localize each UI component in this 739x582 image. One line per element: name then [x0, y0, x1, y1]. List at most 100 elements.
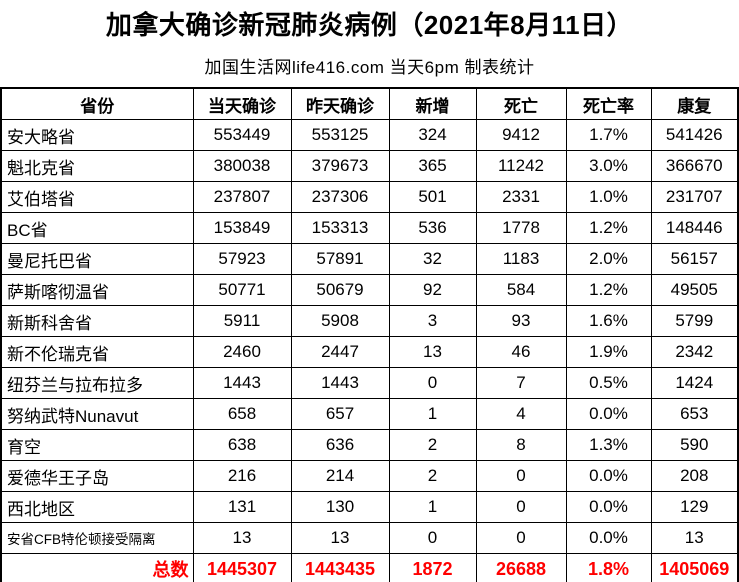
value-cell: 2447	[290, 336, 390, 368]
value-cell: 1443	[192, 367, 292, 399]
table-row: 魁北克省 380038 379673 365 11242 3.0% 366670	[0, 150, 739, 182]
table-row: 爱德华王子岛 216 214 2 0 0.0% 208	[0, 460, 739, 492]
province-cell: 育空	[0, 429, 194, 461]
value-cell: 7	[475, 367, 567, 399]
value-cell: 130	[290, 491, 390, 523]
value-cell: 0	[388, 522, 477, 554]
province-cell: 安省CFB特伦顿接受隔离	[0, 522, 194, 554]
value-cell: 1424	[650, 367, 739, 399]
province-cell: 西北地区	[0, 491, 194, 523]
column-header: 死亡率	[565, 87, 652, 120]
province-cell: 爱德华王子岛	[0, 460, 194, 492]
total-recovered: 1405069	[650, 553, 739, 582]
value-cell: 501	[388, 181, 477, 213]
table-row: 西北地区 131 130 1 0 0.0% 129	[0, 491, 739, 523]
table-row: BC省 153849 153313 536 1778 1.2% 148446	[0, 212, 739, 244]
value-cell: 1.3%	[565, 429, 652, 461]
column-header: 省份	[0, 87, 194, 120]
value-cell: 2	[388, 429, 477, 461]
value-cell: 148446	[650, 212, 739, 244]
value-cell: 57891	[290, 243, 390, 275]
value-cell: 93	[475, 305, 567, 337]
value-cell: 50771	[192, 274, 292, 306]
value-cell: 3	[388, 305, 477, 337]
table-row: 新斯科舍省 5911 5908 3 93 1.6% 5799	[0, 305, 739, 337]
value-cell: 636	[290, 429, 390, 461]
table-row: 安大略省 553449 553125 324 9412 1.7% 541426	[0, 119, 739, 151]
value-cell: 50679	[290, 274, 390, 306]
value-cell: 1	[388, 491, 477, 523]
table-row: 艾伯塔省 237807 237306 501 2331 1.0% 231707	[0, 181, 739, 213]
value-cell: 49505	[650, 274, 739, 306]
table-row: 育空 638 636 2 8 1.3% 590	[0, 429, 739, 461]
value-cell: 2460	[192, 336, 292, 368]
total-label: 总数	[0, 553, 194, 582]
value-cell: 5908	[290, 305, 390, 337]
value-cell: 1.2%	[565, 212, 652, 244]
value-cell: 1443	[290, 367, 390, 399]
value-cell: 1.2%	[565, 274, 652, 306]
value-cell: 1.7%	[565, 119, 652, 151]
column-header: 新增	[388, 87, 477, 120]
value-cell: 3.0%	[565, 150, 652, 182]
value-cell: 237807	[192, 181, 292, 213]
value-cell: 2342	[650, 336, 739, 368]
value-cell: 56157	[650, 243, 739, 275]
column-header: 死亡	[475, 87, 567, 120]
value-cell: 131	[192, 491, 292, 523]
province-cell: 努纳武特Nunavut	[0, 398, 194, 430]
table-body: 安大略省 553449 553125 324 9412 1.7% 541426 魁北克省 380…	[0, 119, 739, 554]
value-cell: 365	[388, 150, 477, 182]
value-cell: 2	[388, 460, 477, 492]
value-cell: 653	[650, 398, 739, 430]
total-deaths: 26688	[475, 553, 567, 582]
value-cell: 0.0%	[565, 491, 652, 523]
province-cell: 萨斯喀彻温省	[0, 274, 194, 306]
value-cell: 0.0%	[565, 398, 652, 430]
value-cell: 129	[650, 491, 739, 523]
table-row: 努纳武特Nunavut 658 657 1 4 0.0% 653	[0, 398, 739, 430]
value-cell: 0	[475, 491, 567, 523]
value-cell: 0	[475, 460, 567, 492]
header-row: 省份 当天确诊 昨天确诊 新增 死亡 死亡率 康复	[0, 87, 739, 120]
province-cell: 艾伯塔省	[0, 181, 194, 213]
value-cell: 590	[650, 429, 739, 461]
page-title: 加拿大确诊新冠肺炎病例（2021年8月11日）	[105, 10, 634, 40]
value-cell: 4	[475, 398, 567, 430]
value-cell: 553125	[290, 119, 390, 151]
value-cell: 379673	[290, 150, 390, 182]
value-cell: 0	[475, 522, 567, 554]
value-cell: 57923	[192, 243, 292, 275]
page-subtitle: 加国生活网life416.com 当天6pm 制表统计	[204, 58, 535, 77]
value-cell: 9412	[475, 119, 567, 151]
value-cell: 13	[192, 522, 292, 554]
column-header: 昨天确诊	[290, 87, 390, 120]
value-cell: 237306	[290, 181, 390, 213]
province-cell: 新不伦瑞克省	[0, 336, 194, 368]
value-cell: 46	[475, 336, 567, 368]
value-cell: 553449	[192, 119, 292, 151]
province-cell: 新斯科舍省	[0, 305, 194, 337]
value-cell: 1778	[475, 212, 567, 244]
value-cell: 536	[388, 212, 477, 244]
value-cell: 541426	[650, 119, 739, 151]
value-cell: 657	[290, 398, 390, 430]
value-cell: 92	[388, 274, 477, 306]
value-cell: 324	[388, 119, 477, 151]
total-new: 1872	[388, 553, 477, 582]
table-row: 新不伦瑞克省 2460 2447 13 46 1.9% 2342	[0, 336, 739, 368]
value-cell: 153313	[290, 212, 390, 244]
value-cell: 0.0%	[565, 522, 652, 554]
value-cell: 1183	[475, 243, 567, 275]
province-cell: 曼尼托巴省	[0, 243, 194, 275]
value-cell: 1.9%	[565, 336, 652, 368]
table-row: 纽芬兰与拉布拉多 1443 1443 0 7 0.5% 1424	[0, 367, 739, 399]
total-today: 1445307	[192, 553, 292, 582]
value-cell: 32	[388, 243, 477, 275]
total-yesterday: 1443435	[290, 553, 390, 582]
value-cell: 8	[475, 429, 567, 461]
value-cell: 13	[388, 336, 477, 368]
value-cell: 5911	[192, 305, 292, 337]
covid-table: 省份 当天确诊 昨天确诊 新增 死亡 死亡率 康复 安大略省 553449 553125 324 9…	[0, 87, 739, 582]
table-row: 安省CFB特伦顿接受隔离 13 13 0 0 0.0% 13	[0, 522, 739, 554]
